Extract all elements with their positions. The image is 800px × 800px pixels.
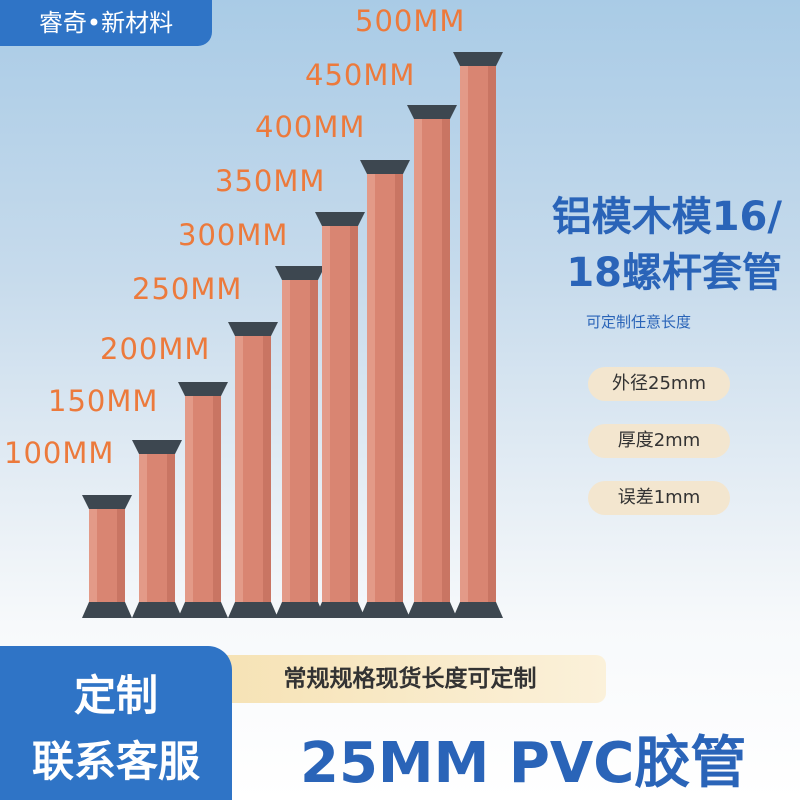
pipe-part [350, 220, 358, 604]
banner: 常规规格现货长度可定制 [214, 655, 606, 703]
pipe-part [275, 266, 325, 280]
length-label: 250MM [132, 272, 243, 306]
pipe-part [315, 212, 365, 226]
length-label: 450MM [305, 58, 416, 92]
spec: 外径25mm [588, 367, 730, 401]
pipe-part [185, 390, 193, 604]
length-label: 100MM [4, 436, 115, 470]
pipe-part [275, 602, 325, 618]
pipe-part [228, 602, 278, 618]
spec: 厚度2mm [588, 424, 730, 458]
pipe-part [322, 220, 330, 604]
contact-panel[interactable] [0, 646, 232, 800]
length-label: 300MM [178, 218, 289, 252]
length-label: 200MM [100, 332, 211, 366]
pipe-part [178, 602, 228, 618]
pipe-part [407, 602, 457, 618]
pipe-part [178, 382, 228, 396]
length-label: 400MM [255, 110, 366, 144]
brand: 睿奇•新材料 [0, 0, 212, 46]
pipe-part [460, 60, 468, 604]
pipe-part [235, 330, 243, 604]
length-label: 150MM [48, 384, 159, 418]
pipe-part [453, 52, 503, 66]
pipe-part [310, 274, 318, 604]
pipe-part [282, 274, 290, 604]
pipe-part [395, 168, 403, 604]
headline: 铝模木模16/ [551, 194, 782, 240]
headline: 18螺杆套管 [566, 250, 782, 296]
length-label: 350MM [215, 164, 326, 198]
subtitle: 可定制任意长度 [586, 313, 692, 331]
pipe-part [360, 160, 410, 174]
pipe-part [407, 105, 457, 119]
pipe-part [414, 113, 422, 604]
pipe-part [263, 330, 271, 604]
length-label: 500MM [355, 4, 466, 38]
pipe-part [89, 503, 97, 604]
pipe-part [453, 602, 503, 618]
pipe-part [132, 440, 182, 454]
contact-text[interactable]: 定制 [73, 671, 158, 720]
pipe-part [367, 168, 375, 604]
pipe-part [360, 602, 410, 618]
pipe-part [488, 60, 496, 604]
pipe-part [132, 602, 182, 618]
contact-text[interactable]: 联系客服 [31, 737, 200, 786]
pipe-part [117, 503, 125, 604]
pipe-part [167, 448, 175, 604]
pipe-part [82, 495, 132, 509]
pipe-part [82, 602, 132, 618]
pipe-part [442, 113, 450, 604]
pipe-part [228, 322, 278, 336]
product-title: 25MM PVC胶管 [300, 731, 747, 796]
pipe-part [315, 602, 365, 618]
spec: 误差1mm [588, 481, 730, 515]
pipe-part [213, 390, 221, 604]
pipe-part [139, 448, 147, 604]
